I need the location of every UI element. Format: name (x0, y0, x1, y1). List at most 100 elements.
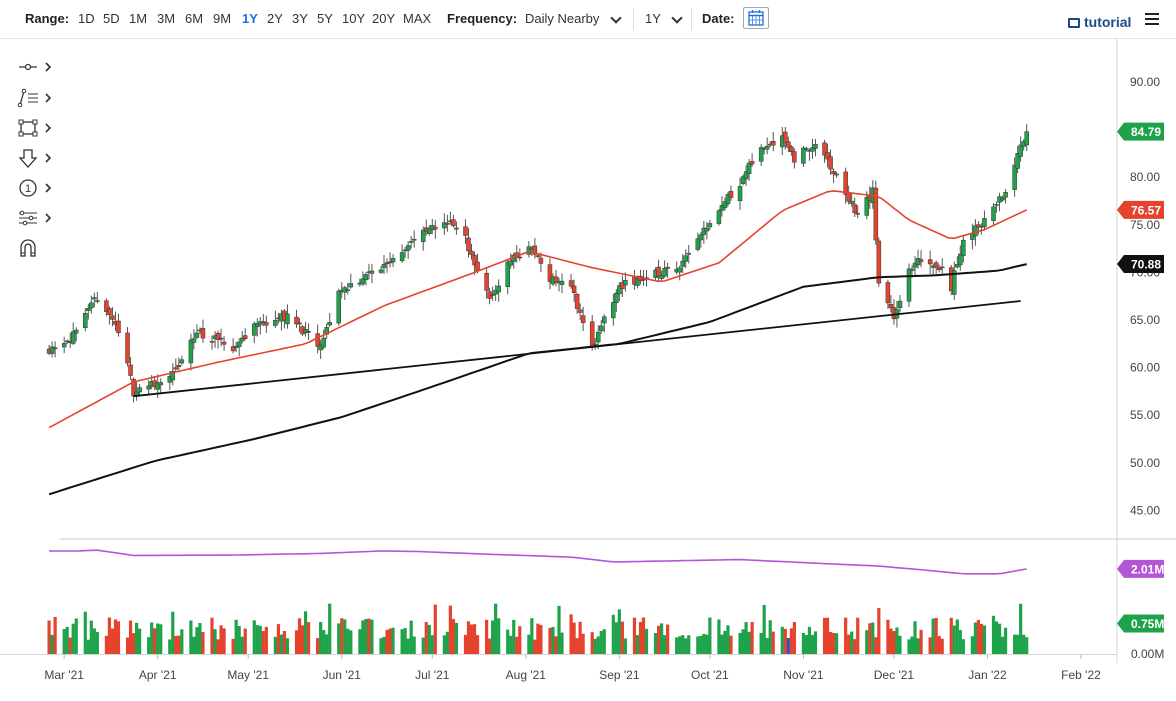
range-5y-button[interactable]: 5Y (317, 11, 333, 26)
volume-bar (325, 634, 329, 654)
hamburger-menu-icon[interactable] (1145, 13, 1159, 28)
volume-bar (153, 628, 157, 654)
candle (191, 329, 197, 350)
range-3m-button[interactable]: 3M (157, 11, 176, 26)
candle (264, 315, 269, 333)
volume-bar (554, 636, 558, 654)
volume-bar (726, 625, 730, 654)
candle (716, 208, 722, 226)
volume-bar (370, 619, 374, 654)
volume-bar (659, 623, 664, 654)
volume-bar (177, 635, 181, 654)
candle (252, 321, 257, 344)
candle (390, 254, 396, 267)
candle (936, 264, 942, 273)
candle (324, 323, 329, 339)
range-1y-button[interactable]: 1Y (242, 11, 258, 26)
numbered-annotation-tool[interactable]: 1 (15, 177, 55, 199)
candle (176, 357, 182, 373)
candle (602, 314, 607, 333)
candle (580, 306, 586, 331)
candle (991, 203, 996, 226)
candle (982, 210, 987, 231)
candle (568, 273, 574, 289)
volume-bar (723, 630, 727, 654)
candle (61, 336, 67, 354)
range-1m-button[interactable]: 1M (129, 11, 148, 26)
volume-bar (74, 618, 78, 654)
candle (789, 144, 794, 156)
candle (221, 336, 227, 351)
volume-bar (491, 620, 495, 654)
range-5d-button[interactable]: 5D (103, 11, 120, 26)
tutorial-link[interactable]: tutorial (1068, 14, 1131, 30)
range-20y-button[interactable]: 20Y (372, 11, 396, 26)
calendar-icon[interactable] (743, 7, 769, 29)
range-3y-button[interactable]: 3Y (292, 11, 308, 26)
volume-bar (463, 634, 468, 654)
candle (758, 144, 764, 167)
candle (336, 288, 341, 326)
candle (116, 313, 121, 337)
period-select[interactable]: 1Y (645, 11, 661, 26)
volume-bar (258, 625, 262, 654)
volume-bar (294, 630, 299, 654)
chevron-down-icon[interactable] (671, 12, 683, 24)
fibonacci-tool[interactable] (15, 207, 55, 229)
volume-bar (86, 639, 90, 654)
svg-text:70.88: 70.88 (1131, 258, 1161, 272)
volume-bar (708, 617, 712, 654)
volume-bar (367, 618, 371, 654)
candle (834, 171, 839, 178)
candle (408, 236, 414, 249)
arrow-down-tool[interactable] (15, 147, 55, 169)
range-2y-button[interactable]: 2Y (267, 11, 283, 26)
frequency-label: Frequency: (447, 11, 518, 26)
candle (137, 384, 142, 396)
volume-bar (1019, 603, 1023, 654)
candle (912, 256, 918, 277)
chevron-down-icon[interactable] (610, 12, 622, 24)
crosshair-tool[interactable] (15, 56, 55, 78)
volume-bar (264, 626, 268, 654)
trendline-tool[interactable] (15, 87, 55, 109)
candle (939, 258, 945, 274)
candle (242, 328, 248, 341)
volume-bar (557, 605, 561, 654)
frequency-select[interactable]: Daily Nearby (525, 11, 600, 26)
candle (958, 245, 963, 271)
candle (843, 167, 848, 204)
volume-bar (316, 638, 320, 654)
candle (427, 224, 432, 236)
volume-bar (687, 635, 691, 654)
volume-bar (955, 619, 959, 654)
volume-bar (400, 629, 404, 654)
volume-bar (635, 635, 640, 654)
volume-bar (1025, 637, 1029, 654)
volume-bar (255, 625, 259, 654)
magnet-icon[interactable] (15, 237, 55, 259)
x-tick-label: Feb '22 (1061, 668, 1101, 682)
volume-bar (623, 638, 627, 654)
candle (526, 241, 532, 258)
volume-bar (653, 633, 658, 654)
range-10y-button[interactable]: 10Y (342, 11, 366, 26)
volume-bar (445, 631, 449, 654)
range-9m-button[interactable]: 9M (213, 11, 232, 26)
range-max-button[interactable]: MAX (403, 11, 432, 26)
volume-bar (792, 622, 796, 654)
range-1d-button[interactable]: 1D (78, 11, 95, 26)
candle (665, 262, 670, 278)
volume-bar (1016, 634, 1020, 654)
candle (656, 259, 661, 282)
volume-bar (575, 638, 579, 654)
candle (620, 275, 625, 298)
candle (451, 214, 456, 228)
volume-bar (1000, 636, 1005, 654)
tutorial-label: tutorial (1084, 14, 1132, 30)
rectangle-tool[interactable] (15, 117, 55, 139)
candle (110, 306, 115, 327)
volume-bar (509, 635, 513, 654)
range-6m-button[interactable]: 6M (185, 11, 204, 26)
candle (677, 265, 682, 281)
